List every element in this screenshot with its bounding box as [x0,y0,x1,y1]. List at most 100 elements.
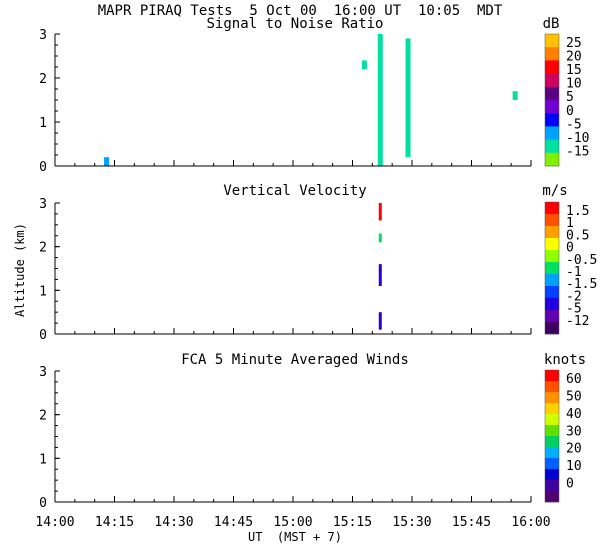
snr-colorbar-swatch [545,86,559,101]
winds-colorbar-label: 0 [566,477,574,492]
velocity-colorbar-label: -0.5 [566,253,597,268]
snr-feature [361,60,367,70]
velocity-feature [378,233,382,243]
winds-colorbar-frame [544,369,560,503]
winds-colorbar-label: 50 [566,389,582,404]
velocity-colorbar-swatch [545,310,559,323]
velocity-colorbar-swatch [545,226,559,239]
snr-colorbar-frame [544,33,560,167]
snr-colorbar-swatch [545,73,559,88]
x-tick-label: 15:45 [452,515,491,530]
snr-colorbar-swatch [545,113,559,127]
winds-y-tick-label: 2 [39,409,47,424]
velocity-colorbar-swatch [545,298,559,311]
winds-colorbar-label: 60 [566,372,582,387]
velocity-colorbar-label: 0.5 [566,228,589,243]
snr-colorbar-label: 25 [566,36,582,51]
snr-colorbar-label: -5 [566,117,582,132]
velocity-colorbar-label: -1 [566,265,582,280]
velocity-y-tick-label: 2 [39,241,47,256]
velocity-colorbar-label: 1.5 [566,204,589,219]
snr-colorbar-swatch [545,100,559,114]
snr-colorbar-label: -15 [566,144,589,159]
velocity-colorbar-frame [544,201,560,335]
velocity-colorbar-swatch [545,250,559,263]
winds-colorbar-label: 30 [566,424,582,439]
snr-y-tick-label: 2 [39,72,47,87]
snr-feature [405,38,411,158]
snr-colorbar-swatch [545,60,559,74]
snr-colorbar-swatch [545,126,559,140]
winds-colorbar-swatch [545,381,559,393]
snr-panel: Signal to Noise Ratio dB 01232520151050-… [39,16,589,175]
snr-colorbar-label: 10 [566,77,582,92]
snr-colorbar-swatch [545,47,559,61]
winds-y-tick-label: 3 [39,365,47,380]
velocity-colorbar-swatch [545,214,559,227]
x-tick-label: 15:00 [273,515,312,530]
winds-colorbar-swatch [545,458,559,470]
snr-feature [377,34,383,166]
winds-plot-area: 0 1 2 3 60 50 40 30 20 10 0 [39,365,581,511]
velocity-title: Vertical Velocity [223,183,366,199]
x-tick-label: 15:15 [333,515,372,530]
velocity-colorbar-swatch [545,262,559,275]
velocity-colorbar-label: -1.5 [566,277,597,292]
winds-colorbar-swatch [545,469,559,481]
snr-feature [512,91,518,100]
y-axis-label: Altitude (km) [13,223,27,317]
snr-y-tick-label: 1 [39,116,47,131]
snr-colorbar-label: 0 [566,104,574,119]
snr-colorbar-swatch [545,152,559,167]
winds-panel: FCA 5 Minute Averaged Winds knots 0 1 2 3 60… [39,352,586,511]
snr-colorbar-label: 5 [566,90,574,105]
velocity-colorbar-swatch [545,322,559,335]
snr-feature [104,157,110,166]
winds-y-tick-label: 1 [39,452,47,467]
winds-colorbar-swatch [545,392,559,404]
snr-colorbar-label: -10 [566,131,589,146]
velocity-colorbar-label: -5 [566,302,582,317]
velocity-feature [378,264,382,286]
winds-title: FCA 5 Minute Averaged Winds [181,352,409,368]
x-tick-label: 14:00 [35,515,74,530]
winds-y-tick-label: 0 [39,496,47,511]
snr-colorbar-label: 15 [566,63,582,78]
x-tick-label: 14:45 [214,515,253,530]
winds-colorbar-label: 20 [566,442,582,457]
winds-colorbar-swatch [545,414,559,426]
velocity-colorbar-label: -12 [566,314,589,329]
winds-colorbar-swatch [545,491,559,503]
figure-title: MAPR PIRAQ Tests 5 Oct 00 16:00 UT 10:05… [98,3,503,19]
velocity-y-tick-label: 3 [39,197,47,212]
velocity-feature [378,312,382,330]
winds-colorbar-label: 10 [566,459,582,474]
winds-colorbar-label: 40 [566,407,582,422]
velocity-y-tick-label: 1 [39,284,47,299]
x-axis-label: UT (MST + 7) [248,530,342,544]
snr-y-tick-label: 0 [39,160,47,175]
winds-colorbar-swatch [545,447,559,459]
snr-colorbar-swatch [545,34,559,48]
winds-colorbar-swatch [545,480,559,492]
snr-title: Signal to Noise Ratio [206,16,383,32]
velocity-colorbar-label: -2 [566,289,582,304]
snr-colorbar-swatch [545,139,559,154]
winds-colorbar-swatch [545,436,559,448]
winds-colorbar-swatch [545,425,559,437]
x-tick-label: 16:00 [511,515,550,530]
winds-colorbar-swatch [545,403,559,415]
velocity-colorbar-swatch [545,238,559,251]
x-tick-labels: 14:00 14:15 14:30 14:45 15:00 15:15 15:30 15:45… [35,515,550,530]
x-tick-label: 15:30 [392,515,431,530]
snr-y-tick-label: 3 [39,28,47,43]
snr-colorbar-label: 20 [566,50,582,65]
winds-colorbar-swatch [545,370,559,382]
velocity-feature [378,203,382,221]
snr-units: dB [543,16,560,32]
velocity-colorbar-label: 0 [566,241,574,256]
